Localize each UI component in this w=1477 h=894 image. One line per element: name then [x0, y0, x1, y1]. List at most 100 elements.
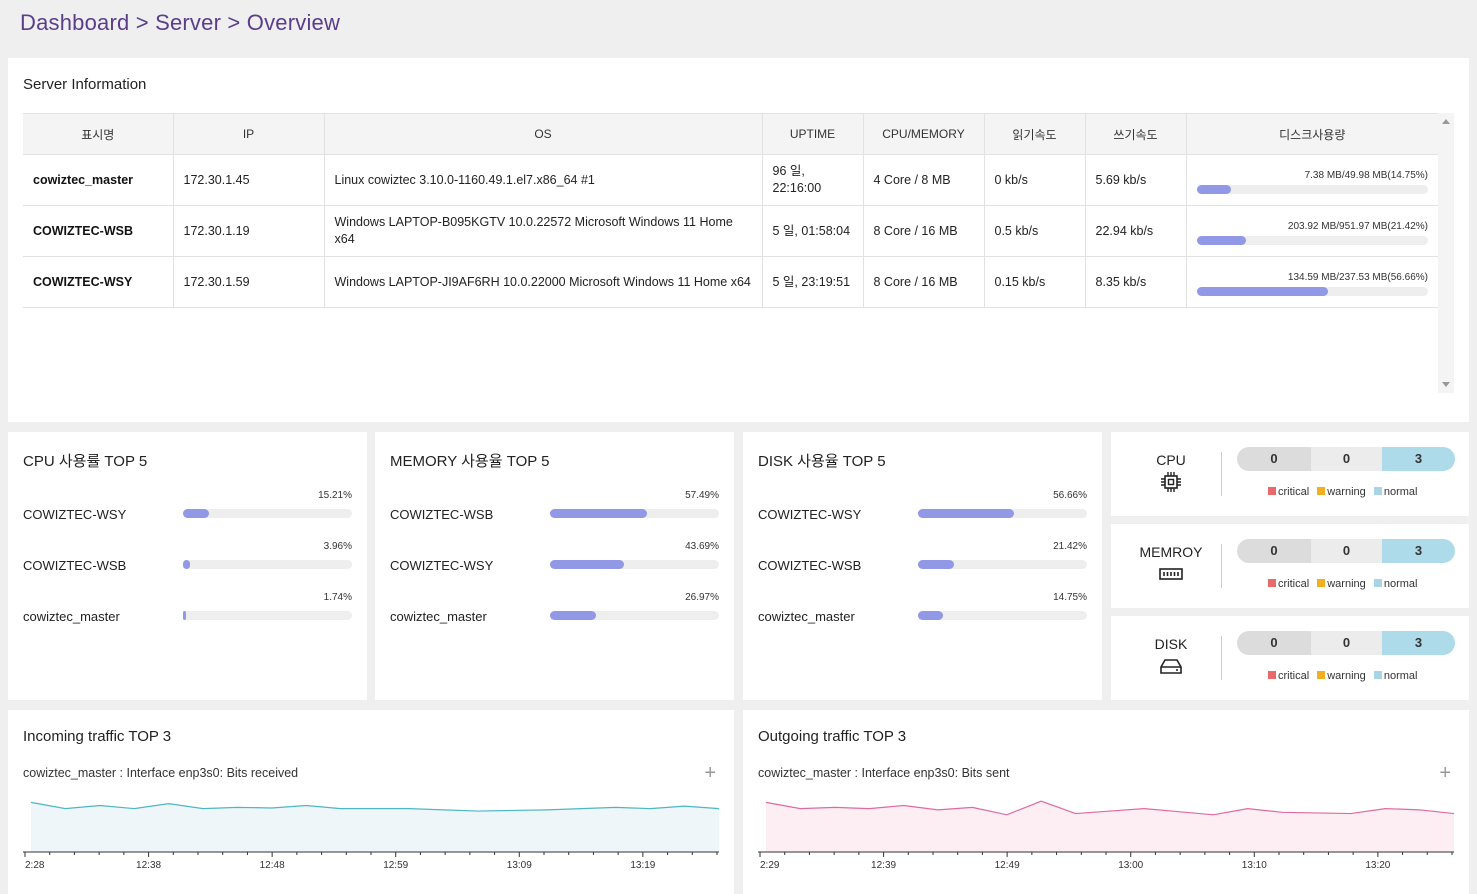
- usage-percent: 26.97%: [685, 592, 719, 603]
- usage-percent: 1.74%: [323, 592, 352, 603]
- disk-usage-fill: [1196, 287, 1328, 296]
- usage-fill: [550, 509, 648, 518]
- x-tick-label: 12:39: [871, 860, 896, 871]
- memory-status-panel[interactable]: MEMROY 0 0 3 critical warning normal: [1111, 524, 1469, 608]
- x-tick-label: 13:10: [1242, 860, 1267, 871]
- warning-count[interactable]: 0: [1311, 631, 1382, 655]
- column-header[interactable]: 읽기속도: [984, 113, 1086, 155]
- disk-icon: [1160, 659, 1182, 674]
- disk-usage-bar: [1196, 185, 1428, 194]
- server-read-speed: 0 kb/s: [984, 154, 1086, 206]
- usage-fill: [550, 560, 624, 569]
- series-line: [30, 801, 720, 812]
- warning-count[interactable]: 0: [1311, 447, 1382, 471]
- legend-warning: warning: [1327, 486, 1366, 498]
- normal-swatch: [1373, 671, 1382, 679]
- server-uptime: 5 일, 23:19:51: [762, 256, 864, 308]
- critical-count[interactable]: 0: [1237, 447, 1311, 471]
- column-header[interactable]: OS: [324, 113, 763, 155]
- server-name: COWIZTEC-WSY: [758, 507, 862, 522]
- legend-critical: critical: [1278, 670, 1310, 682]
- status-label: DISK: [1154, 636, 1188, 652]
- scroll-up-arrow-icon[interactable]: [1442, 119, 1450, 124]
- server-read-speed: 0.15 kb/s: [984, 256, 1086, 308]
- critical-swatch: [1268, 671, 1276, 679]
- column-header[interactable]: CPU/MEMORY: [863, 113, 985, 155]
- normal-count[interactable]: 3: [1382, 447, 1455, 471]
- series-area: [766, 801, 1454, 852]
- disk-usage-bar: [1196, 287, 1428, 296]
- server-name: cowiztec_master: [758, 609, 855, 624]
- server-os: Windows LAPTOP-JI9AF6RH 10.0.22000 Micro…: [324, 256, 763, 308]
- usage-bar: [183, 611, 352, 620]
- list-item: COWIZTEC-WSY 43.69%: [390, 541, 719, 581]
- disk-usage-fill: [1196, 236, 1247, 245]
- x-tick-label: 12:48: [260, 860, 285, 871]
- table-scrollbar[interactable]: [1438, 113, 1454, 393]
- server-name: COWIZTEC-WSB: [23, 558, 127, 573]
- legend-warning: warning: [1327, 578, 1366, 590]
- server-table: 표시명 IP OS UPTIME CPU/MEMORY 읽기속도 쓰기속도 디스…: [23, 113, 1438, 308]
- critical-count[interactable]: 0: [1237, 631, 1311, 655]
- x-tick-label: 12:38: [136, 860, 161, 871]
- list-item: COWIZTEC-WSY 56.66%: [758, 490, 1087, 530]
- table-row[interactable]: COWIZTEC-WSY 172.30.1.59 Windows LAPTOP-…: [23, 256, 1438, 308]
- server-ip: 172.30.1.59: [173, 256, 325, 308]
- warning-swatch: [1317, 487, 1326, 495]
- server-os: Linux cowiztec 3.10.0-1160.49.1.el7.x86_…: [324, 154, 763, 206]
- server-uptime: 5 일, 01:58:04: [762, 205, 864, 257]
- column-header[interactable]: 디스크사용량: [1186, 113, 1438, 155]
- divider: [1221, 544, 1222, 588]
- normal-count[interactable]: 3: [1382, 539, 1455, 563]
- disk-usage-text: 134.59 MB/237.53 MB(56.66%): [1287, 272, 1428, 283]
- series-label: cowiztec_master : Interface enp3s0: Bits…: [23, 766, 299, 780]
- scroll-down-arrow-icon[interactable]: [1442, 382, 1450, 387]
- warning-count[interactable]: 0: [1311, 539, 1382, 563]
- usage-fill: [550, 611, 596, 620]
- usage-fill: [183, 611, 186, 620]
- server-ip: 172.30.1.45: [173, 154, 325, 206]
- panel-title: Outgoing traffic TOP 3: [758, 728, 907, 745]
- disk-usage-fill: [1196, 185, 1231, 194]
- disk-status-panel[interactable]: DISK 0 0 3 critical warning normal: [1111, 616, 1469, 700]
- server-name: COWIZTEC-WSB: [390, 507, 494, 522]
- cpu-status-panel[interactable]: CPU 0 0 3 critical warning normal: [1111, 432, 1469, 516]
- server-name: COWIZTEC-WSY: [23, 256, 174, 308]
- divider: [1221, 452, 1222, 496]
- expand-plus-icon[interactable]: +: [704, 762, 716, 784]
- legend-critical: critical: [1278, 486, 1310, 498]
- x-tick-label: 2:28: [25, 860, 45, 871]
- critical-count[interactable]: 0: [1237, 539, 1311, 563]
- table-row[interactable]: cowiztec_master 172.30.1.45 Linux cowizt…: [23, 154, 1438, 206]
- panel-title: CPU 사용률 TOP 5: [23, 453, 148, 470]
- usage-percent: 21.42%: [1053, 541, 1087, 552]
- server-name: COWIZTEC-WSY: [23, 507, 127, 522]
- column-header[interactable]: IP: [173, 113, 325, 155]
- incoming-traffic-panel: Incoming traffic TOP 3 cowiztec_master :…: [8, 710, 734, 894]
- server-name: cowiztec_master: [23, 609, 120, 624]
- table-row[interactable]: COWIZTEC-WSB 172.30.1.19 Windows LAPTOP-…: [23, 205, 1438, 257]
- list-item: COWIZTEC-WSY 15.21%: [23, 490, 352, 530]
- x-tick-label: 12:59: [383, 860, 408, 871]
- column-header[interactable]: UPTIME: [762, 113, 864, 155]
- server-cpu-memory: 8 Core / 16 MB: [863, 205, 985, 257]
- server-information-panel: Server Information 표시명 IP OS UPTIME CPU/…: [8, 58, 1469, 422]
- x-tick-label: 13:09: [507, 860, 532, 871]
- usage-bar: [183, 509, 352, 518]
- status-legend: critical warning normal: [1268, 578, 1422, 590]
- expand-plus-icon[interactable]: +: [1439, 762, 1451, 784]
- normal-count[interactable]: 3: [1382, 631, 1455, 655]
- column-header[interactable]: 표시명: [23, 113, 174, 155]
- panel-title: Server Information: [23, 76, 147, 93]
- breadcrumb[interactable]: Dashboard > Server > Overview: [20, 10, 341, 35]
- usage-bar: [550, 611, 719, 620]
- usage-bar: [550, 560, 719, 569]
- usage-fill: [183, 509, 209, 518]
- server-name: COWIZTEC-WSB: [23, 205, 174, 257]
- usage-bar: [918, 509, 1087, 518]
- cpu-icon: [1161, 472, 1181, 492]
- usage-fill: [183, 560, 190, 569]
- usage-percent: 43.69%: [685, 541, 719, 552]
- column-header[interactable]: 쓰기속도: [1085, 113, 1187, 155]
- list-item: COWIZTEC-WSB 57.49%: [390, 490, 719, 530]
